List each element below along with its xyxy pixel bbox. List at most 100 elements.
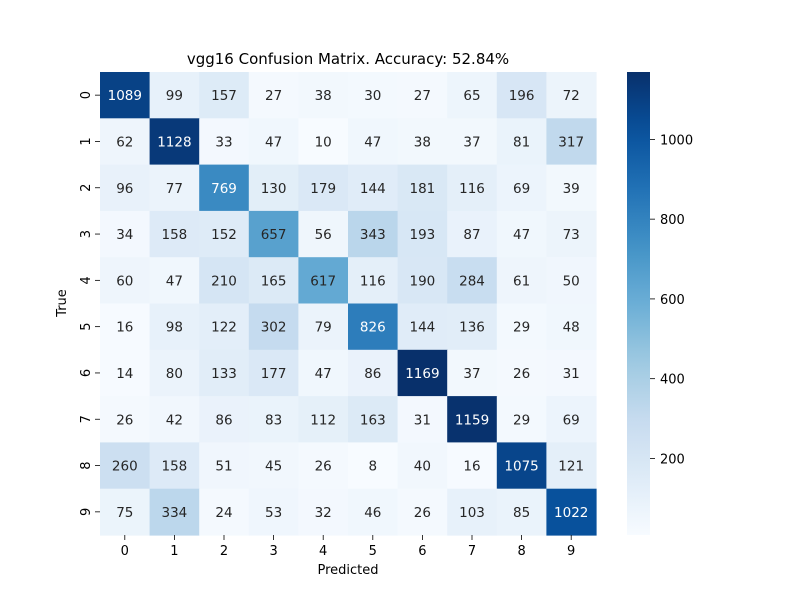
cell-value-label: 31 — [414, 412, 431, 428]
x-tick-label: 0 — [121, 544, 129, 559]
heatmap-cell — [546, 164, 597, 212]
cell-value-label: 42 — [166, 412, 183, 428]
cell-value-label: 1169 — [405, 366, 439, 382]
heatmap-cell — [248, 257, 299, 305]
heatmap-cell — [248, 349, 299, 397]
x-tick-label: 2 — [220, 544, 228, 559]
cell-value-label: 27 — [265, 88, 282, 104]
cell-value-label: 152 — [211, 227, 237, 243]
cell-value-label: 157 — [211, 88, 237, 104]
heatmap-cell — [546, 396, 597, 443]
cell-value-label: 47 — [364, 134, 381, 150]
colorbar-tick-label: 800 — [660, 213, 685, 228]
heatmap-cell — [546, 72, 597, 119]
heatmap-cell — [397, 442, 448, 490]
heatmap-cell — [447, 210, 498, 258]
cell-value-label: 29 — [513, 320, 530, 336]
heatmap-cell — [248, 72, 299, 119]
heatmap-cell — [447, 72, 498, 119]
heatmap-cell — [248, 118, 299, 166]
heatmap-cell — [100, 442, 151, 490]
heatmap-cell — [496, 164, 547, 212]
cell-value-label: 144 — [360, 181, 386, 197]
heatmap-cell — [397, 349, 448, 397]
cell-value-label: 334 — [162, 505, 188, 521]
x-tick-label: 4 — [319, 544, 327, 559]
heatmap-cell — [397, 396, 448, 443]
cell-value-label: 14 — [116, 366, 133, 382]
heatmap-cell — [298, 164, 349, 212]
cell-value-label: 193 — [410, 227, 436, 243]
y-tick-label: 2 — [79, 184, 94, 192]
cell-value-label: 34 — [116, 227, 133, 243]
heatmap-cell — [248, 164, 299, 212]
cell-value-label: 121 — [558, 459, 584, 475]
cell-value-label: 826 — [360, 320, 386, 336]
cell-value-label: 133 — [211, 366, 237, 382]
heatmap-cell — [348, 396, 399, 443]
cell-value-label: 47 — [513, 227, 530, 243]
cell-value-label: 116 — [459, 181, 485, 197]
heatmap-cell — [298, 118, 349, 166]
heatmap-cell — [496, 303, 547, 351]
cell-value-label: 86 — [215, 412, 232, 428]
heatmap-cell — [149, 72, 200, 119]
heatmap-cell — [447, 164, 498, 212]
heatmap-cell — [298, 442, 349, 490]
heatmap-cell — [100, 349, 151, 397]
colorbar: 200 400 600 800 1000 — [627, 72, 693, 535]
heatmap-cell — [397, 118, 448, 166]
heatmap-cell — [447, 396, 498, 443]
cell-value-label: 103 — [459, 505, 485, 521]
heatmap-cell — [348, 210, 399, 258]
heatmap-cell — [149, 210, 200, 258]
cell-value-label: 165 — [261, 273, 287, 289]
heatmap-cell — [397, 210, 448, 258]
y-tick-label: 7 — [79, 415, 94, 423]
heatmap-cell — [248, 442, 299, 490]
cell-value-label: 47 — [166, 273, 183, 289]
cell-value-label: 26 — [116, 412, 133, 428]
x-tick-label: 3 — [269, 544, 277, 559]
cell-value-label: 26 — [513, 366, 530, 382]
heatmap-cell — [348, 349, 399, 397]
cell-value-label: 317 — [558, 134, 584, 150]
colorbar-tick-label: 400 — [660, 373, 685, 388]
cell-value-label: 73 — [563, 227, 580, 243]
y-tick-label: 8 — [79, 461, 94, 469]
heatmap-cell — [348, 118, 399, 166]
heatmap-cell — [348, 303, 399, 351]
heatmap-cell — [248, 303, 299, 351]
cell-value-label: 112 — [310, 412, 336, 428]
heatmap-cell — [298, 488, 349, 536]
cell-value-label: 56 — [315, 227, 332, 243]
y-tick-label: 0 — [79, 91, 94, 99]
heatmap-cell — [199, 72, 250, 119]
heatmap-cell — [496, 349, 547, 397]
heatmap-cell — [348, 164, 399, 212]
heatmap-cell — [298, 210, 349, 258]
cell-value-label: 81 — [513, 134, 530, 150]
cell-value-label: 302 — [261, 320, 287, 336]
cell-value-label: 122 — [211, 320, 237, 336]
x-axis: 0 1 2 3 4 5 6 7 8 9 — [121, 535, 575, 559]
cell-value-label: 1159 — [455, 412, 489, 428]
heatmap-cell — [496, 118, 547, 166]
heatmap-cell — [496, 257, 547, 305]
cell-value-label: 158 — [162, 227, 188, 243]
heatmap-cell — [348, 442, 399, 490]
cell-value-label: 657 — [261, 227, 287, 243]
heatmap-cell — [199, 257, 250, 305]
heatmap-cell — [248, 488, 299, 536]
cell-value-label: 37 — [463, 134, 480, 150]
heatmap-cell — [546, 442, 597, 490]
y-axis-label: True — [55, 289, 70, 318]
cell-value-label: 284 — [459, 273, 485, 289]
cell-value-label: 69 — [513, 181, 530, 197]
heatmap-cell — [199, 349, 250, 397]
heatmap-cell — [546, 303, 597, 351]
cell-value-label: 177 — [261, 366, 287, 382]
cell-value-label: 48 — [563, 320, 580, 336]
heatmap-cell — [348, 488, 399, 536]
